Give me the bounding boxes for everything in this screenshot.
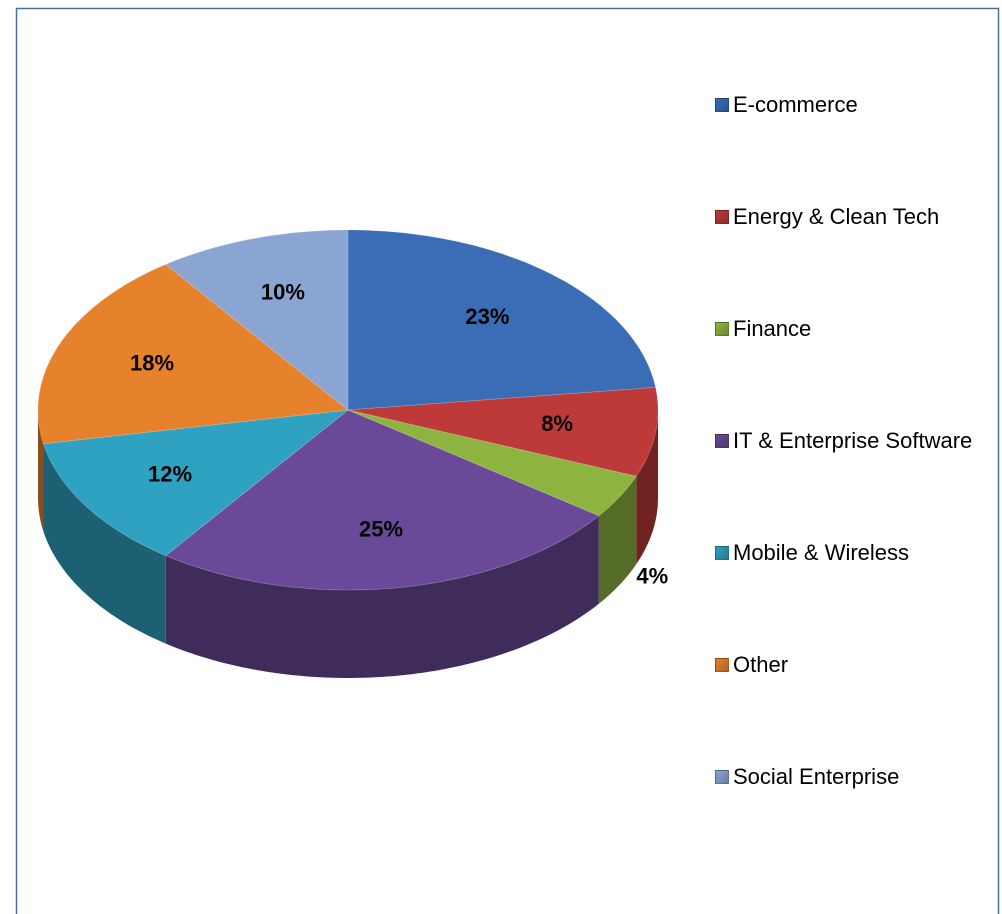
legend-label: E-commerce xyxy=(733,92,858,117)
legend-label: Mobile & Wireless xyxy=(733,540,910,565)
legend-label: Social Enterprise xyxy=(733,764,900,789)
data-label: 12% xyxy=(148,461,192,486)
legend-item: E-commerce xyxy=(715,89,985,121)
legend-item: Mobile & Wireless xyxy=(715,537,985,569)
legend-item: Other xyxy=(715,649,985,681)
slice xyxy=(164,409,600,591)
data-label: 23% xyxy=(465,304,509,329)
legend-swatch xyxy=(715,322,729,336)
slice-side xyxy=(165,515,599,678)
legend-item: Energy & Clean Tech xyxy=(715,201,985,233)
legend-label: IT & Enterprise Software xyxy=(733,428,973,453)
legend-swatch xyxy=(715,658,729,672)
data-label: 8% xyxy=(541,411,573,436)
data-label: 18% xyxy=(130,351,174,376)
legend-swatch xyxy=(715,434,729,448)
legend-label: Energy & Clean Tech xyxy=(733,204,940,229)
slice xyxy=(37,263,350,445)
frame xyxy=(15,7,1000,914)
legend-swatch xyxy=(715,770,729,784)
slice xyxy=(347,409,638,517)
slice xyxy=(347,229,657,411)
legend-item: Social Enterprise xyxy=(715,761,985,793)
slice xyxy=(164,229,349,412)
legend-label: Other xyxy=(733,652,789,677)
slice-side xyxy=(38,410,44,532)
legend-swatch xyxy=(715,98,729,112)
slice-side xyxy=(43,443,166,644)
slice-side xyxy=(636,410,658,565)
legend-swatch xyxy=(715,210,729,224)
slice xyxy=(347,386,659,477)
legend-item: Finance xyxy=(715,313,985,345)
slice-side xyxy=(598,476,637,604)
data-label: 25% xyxy=(359,517,403,542)
legend-item: IT & Enterprise Software xyxy=(715,425,985,457)
data-label: 4% xyxy=(636,563,668,588)
data-label: 10% xyxy=(261,279,305,304)
slice xyxy=(42,409,350,557)
legend-label: Finance xyxy=(733,316,812,341)
legend-swatch xyxy=(715,546,729,560)
